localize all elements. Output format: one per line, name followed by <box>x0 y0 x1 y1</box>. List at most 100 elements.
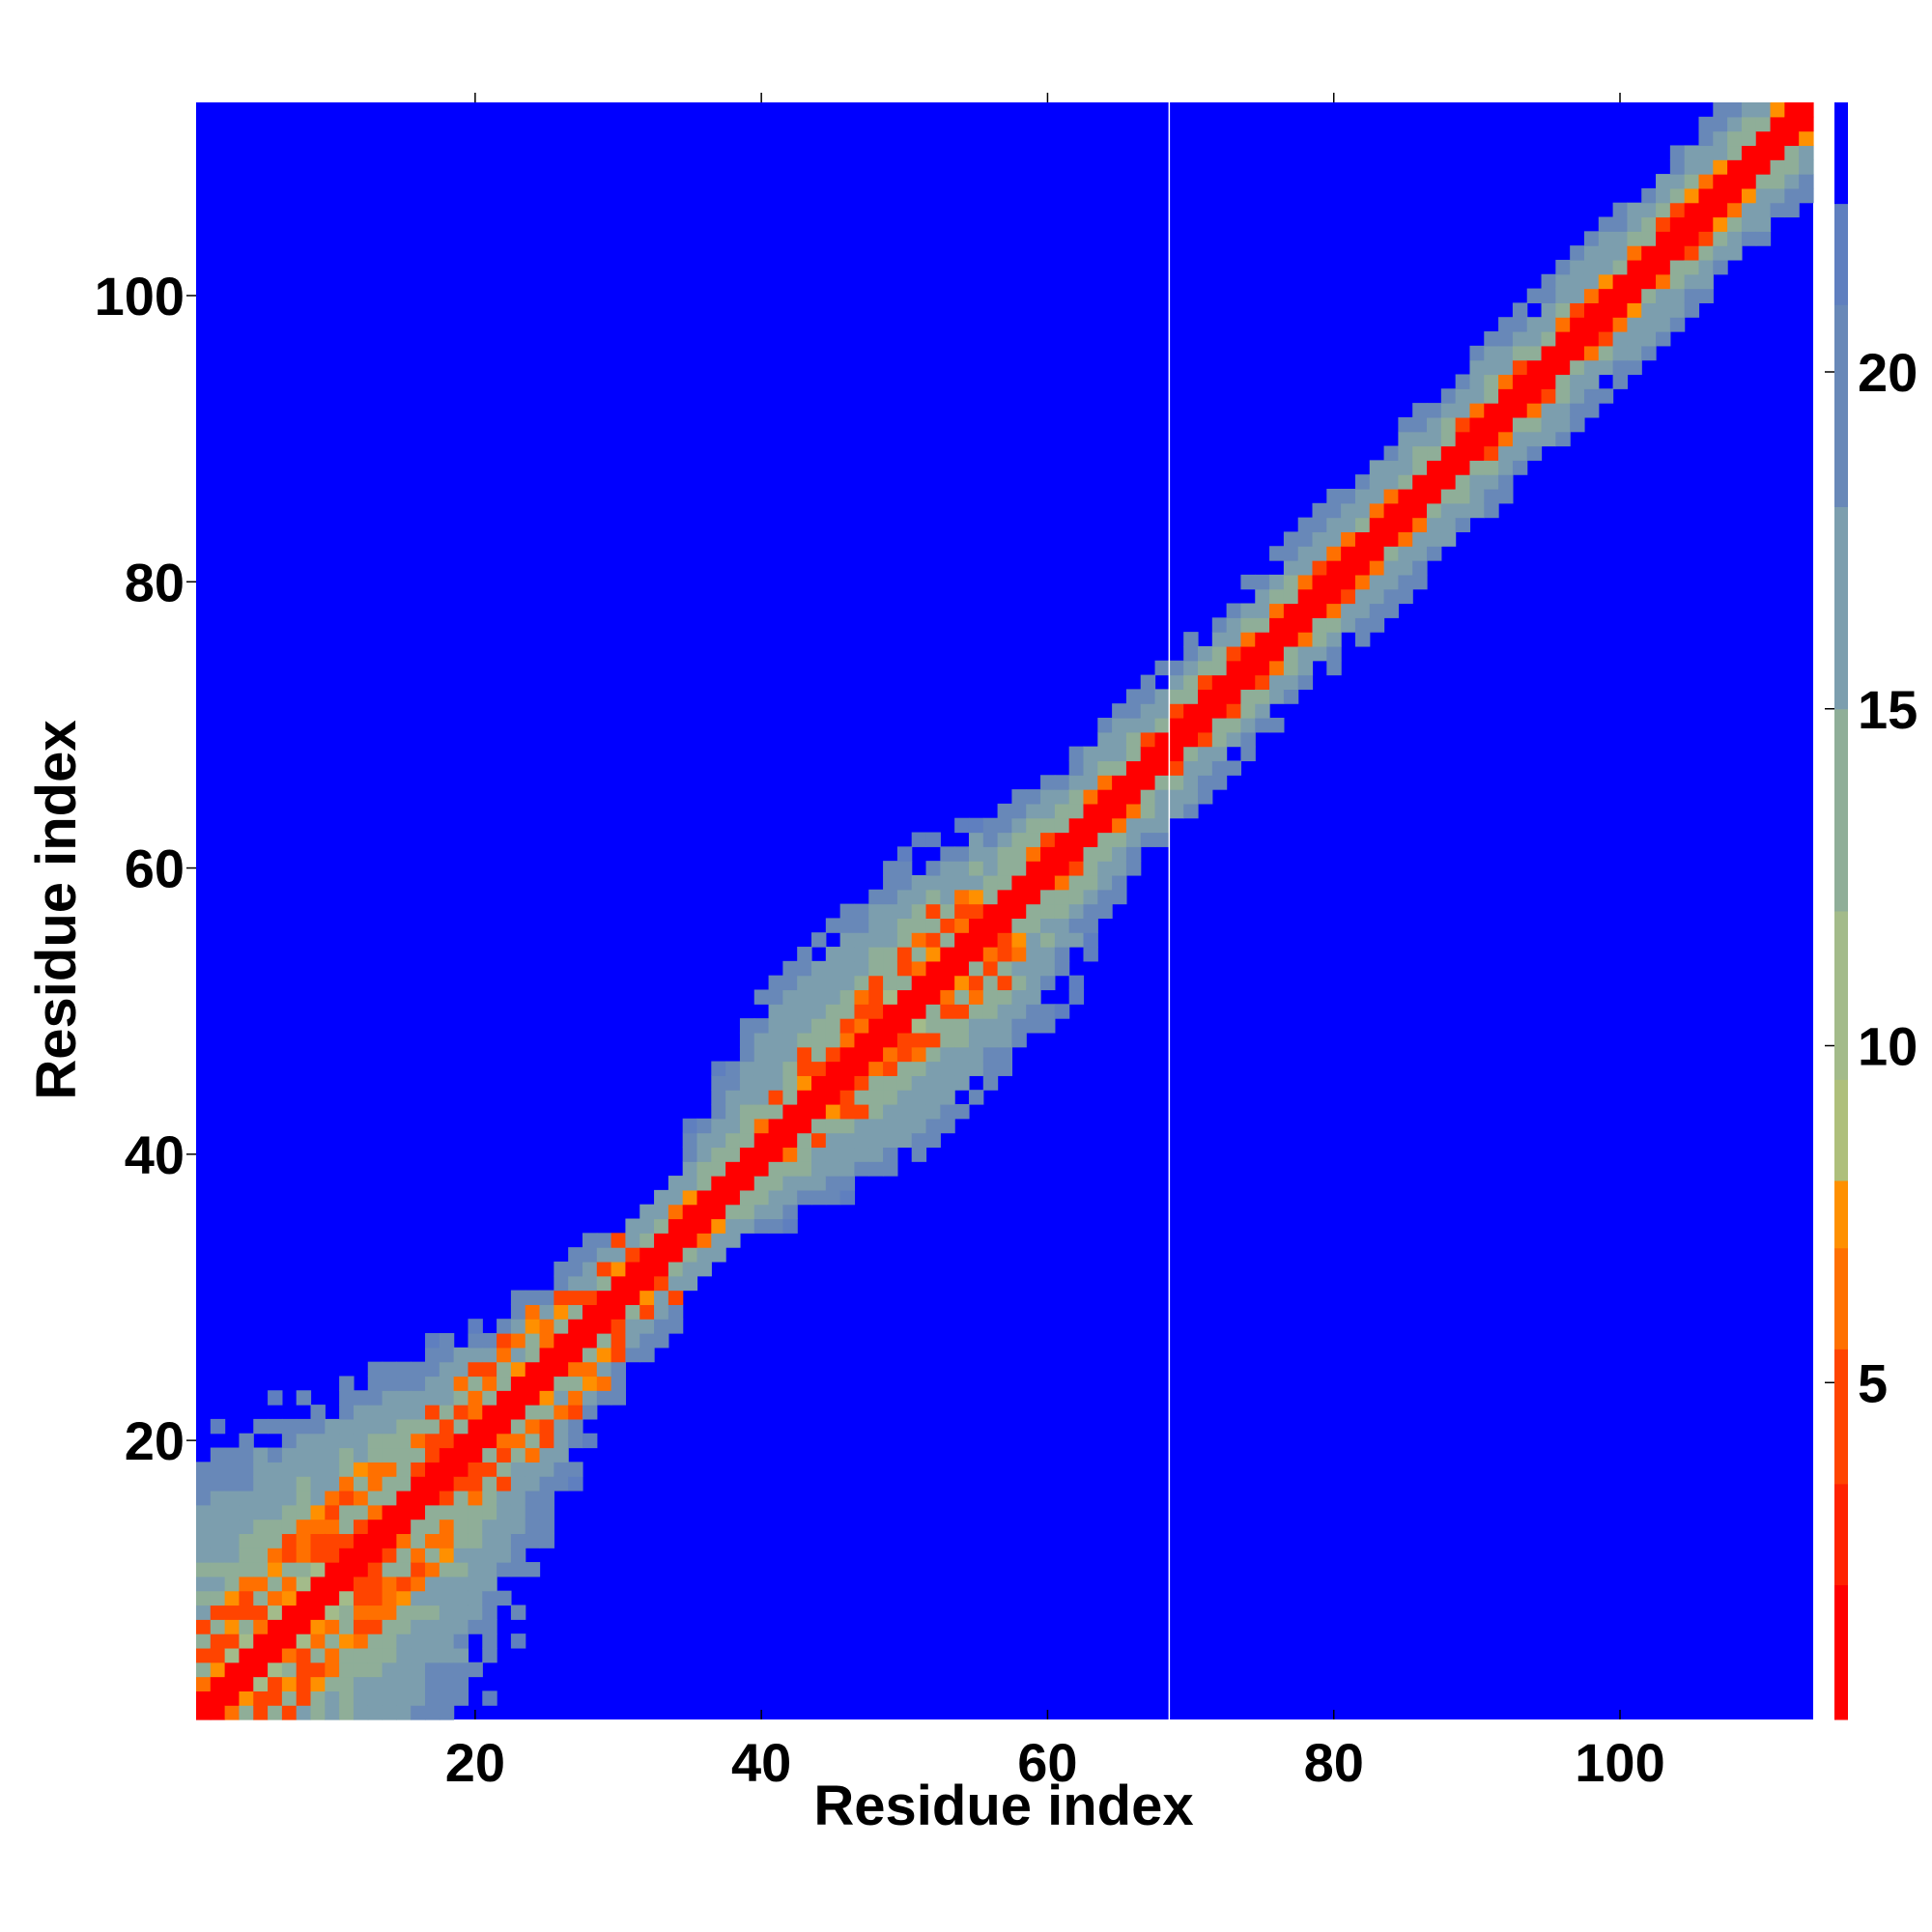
heatmap-cell <box>825 1132 841 1149</box>
heatmap-cell <box>896 960 913 977</box>
heatmap-cell <box>382 1376 397 1391</box>
heatmap-cell <box>839 989 856 1005</box>
heatmap-cell <box>310 1548 326 1563</box>
heatmap-cell <box>1269 603 1285 618</box>
heatmap-cell <box>1440 388 1457 404</box>
heatmap-cell <box>453 1562 469 1577</box>
heatmap-cell <box>1125 803 1142 819</box>
heatmap-cell <box>353 1647 369 1663</box>
heatmap-cell <box>1068 903 1085 919</box>
heatmap-cell <box>411 1690 426 1706</box>
heatmap-cell <box>1555 331 1571 347</box>
heatmap-cell <box>554 1290 569 1305</box>
heatmap-cell <box>482 1361 497 1378</box>
heatmap-cell <box>625 1218 640 1234</box>
heatmap-cell <box>253 1705 269 1720</box>
heatmap-cell <box>782 1147 798 1162</box>
heatmap-cell <box>1484 374 1499 389</box>
heatmap-cell <box>1140 674 1156 690</box>
heatmap-cell <box>1755 116 1772 132</box>
y-tick-label: 20 <box>125 1410 185 1471</box>
heatmap-cell <box>782 960 798 977</box>
heatmap-cell <box>396 1405 412 1420</box>
heatmap-cell <box>1011 1018 1027 1034</box>
heatmap-cell <box>439 1361 455 1378</box>
heatmap-cell <box>310 1619 326 1634</box>
heatmap-cell <box>1068 975 1085 991</box>
heatmap-cell <box>382 1690 397 1706</box>
heatmap-cell <box>1369 531 1385 547</box>
heatmap-cell <box>954 903 970 919</box>
heatmap-cell <box>825 918 841 933</box>
heatmap-cell <box>325 1490 340 1506</box>
heatmap-cell <box>339 1490 355 1506</box>
heatmap-cell <box>739 1118 755 1134</box>
heatmap-cell <box>968 1061 984 1076</box>
heatmap-cell <box>854 1132 869 1149</box>
heatmap-cell <box>811 1147 827 1162</box>
heatmap-cell <box>1369 517 1385 533</box>
heatmap-cell <box>1226 703 1242 719</box>
heatmap-cell <box>411 1447 426 1463</box>
heatmap-cell <box>268 1504 283 1520</box>
heatmap-cell <box>268 1447 283 1463</box>
heatmap-cell <box>268 1519 283 1535</box>
heatmap-cell <box>1526 288 1543 303</box>
heatmap-cell <box>1140 832 1156 847</box>
heatmap-cell <box>353 1705 369 1720</box>
heatmap-cell <box>439 1605 455 1620</box>
heatmap-cell <box>711 1075 726 1091</box>
heatmap-cell <box>468 1519 483 1535</box>
heatmap-cell <box>854 989 869 1005</box>
colorbar-bin <box>1834 1584 1848 1720</box>
heatmap-cell <box>1026 960 1041 977</box>
heatmap-cell <box>968 832 984 847</box>
heatmap-cell <box>353 1433 369 1449</box>
heatmap-cell <box>1427 403 1442 418</box>
heatmap-cell <box>1026 947 1041 962</box>
heatmap-cell <box>382 1576 397 1592</box>
heatmap-cell <box>239 1447 254 1463</box>
heatmap-cell <box>468 1390 483 1406</box>
heatmap-cell <box>839 1161 856 1177</box>
heatmap-cell <box>883 960 898 977</box>
heatmap-cell <box>582 1376 598 1391</box>
heatmap-cell <box>253 1562 269 1577</box>
heatmap-cell <box>868 1032 884 1048</box>
heatmap-cell <box>1570 416 1585 433</box>
heatmap-cell <box>896 889 913 905</box>
heatmap-cell <box>525 1304 541 1320</box>
heatmap-cell <box>453 1662 469 1678</box>
heatmap-cell <box>1770 187 1785 204</box>
heatmap-cell <box>1555 416 1571 433</box>
heatmap-cell <box>1383 546 1399 561</box>
heatmap-cell <box>811 1090 827 1105</box>
heatmap-cell <box>654 1290 669 1305</box>
heatmap-cell <box>1011 975 1027 991</box>
heatmap-cell <box>1570 259 1585 275</box>
heatmap-cell <box>711 1118 726 1134</box>
heatmap-cell <box>1541 374 1556 389</box>
heatmap-cell <box>539 1533 554 1548</box>
heatmap-cell <box>925 1103 941 1120</box>
heatmap-cell <box>782 1103 798 1120</box>
heatmap-cell <box>668 1319 684 1334</box>
heatmap-cell <box>411 1562 426 1577</box>
heatmap-cell <box>1240 718 1256 733</box>
heatmap-cell <box>224 1533 241 1548</box>
heatmap-cell <box>768 1032 783 1048</box>
heatmap-cell <box>1326 546 1342 561</box>
heatmap-cell <box>510 1519 526 1535</box>
heatmap-cell <box>883 1046 898 1063</box>
heatmap-cell <box>439 1619 455 1634</box>
heatmap-cell <box>1741 102 1757 118</box>
heatmap-cell <box>1040 932 1056 948</box>
heatmap-cell <box>825 1061 841 1076</box>
heatmap-cell <box>353 1390 369 1406</box>
heatmap-cell <box>1169 803 1184 819</box>
heatmap-cell <box>1698 245 1714 261</box>
heatmap-cell <box>439 1548 455 1563</box>
heatmap-cell <box>1427 546 1442 561</box>
heatmap-cell <box>1283 531 1299 547</box>
heatmap-cell <box>1154 789 1170 805</box>
